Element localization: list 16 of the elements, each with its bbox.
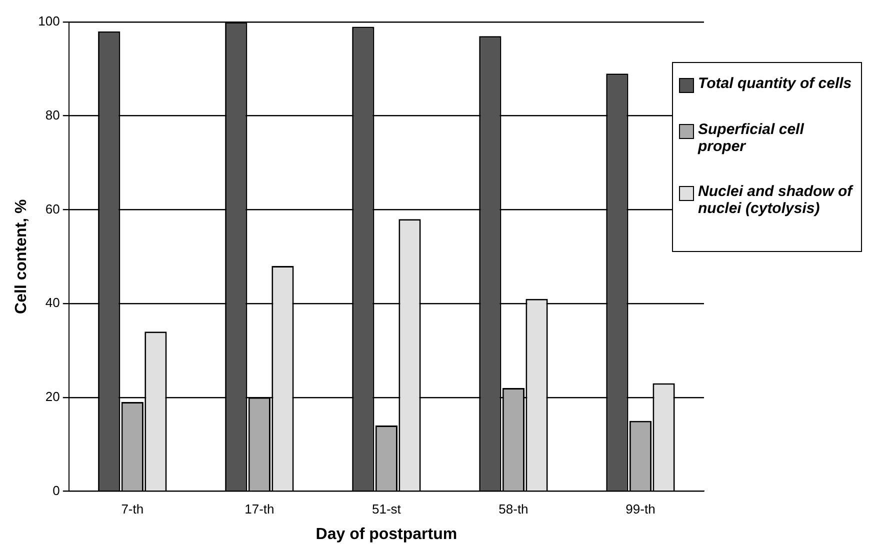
y-tick-label: 100 [38, 14, 60, 29]
y-tick-label: 60 [45, 201, 60, 216]
x-tick-label: 17-th [244, 502, 274, 517]
legend-label: Superficial cell proper [698, 121, 806, 155]
x-tick-label: 51-st [372, 502, 402, 517]
legend-label: Nuclei and shadow of nuclei (cytolysis) [698, 183, 854, 217]
y-tick-label: 0 [52, 482, 60, 498]
x-tick-label: 7-th [121, 502, 144, 517]
x-axis-title: Day of postpartum [316, 526, 458, 543]
y-axis-title: Cell content, % [13, 199, 30, 314]
y-tick-label: 40 [45, 295, 60, 310]
legend-label: Total quantity of cells [698, 75, 852, 92]
y-tick-label: 80 [45, 107, 60, 122]
x-tick-label: 58-th [498, 502, 528, 517]
x-tick-label: 99-th [626, 502, 656, 517]
y-tick-label: 20 [45, 388, 60, 404]
